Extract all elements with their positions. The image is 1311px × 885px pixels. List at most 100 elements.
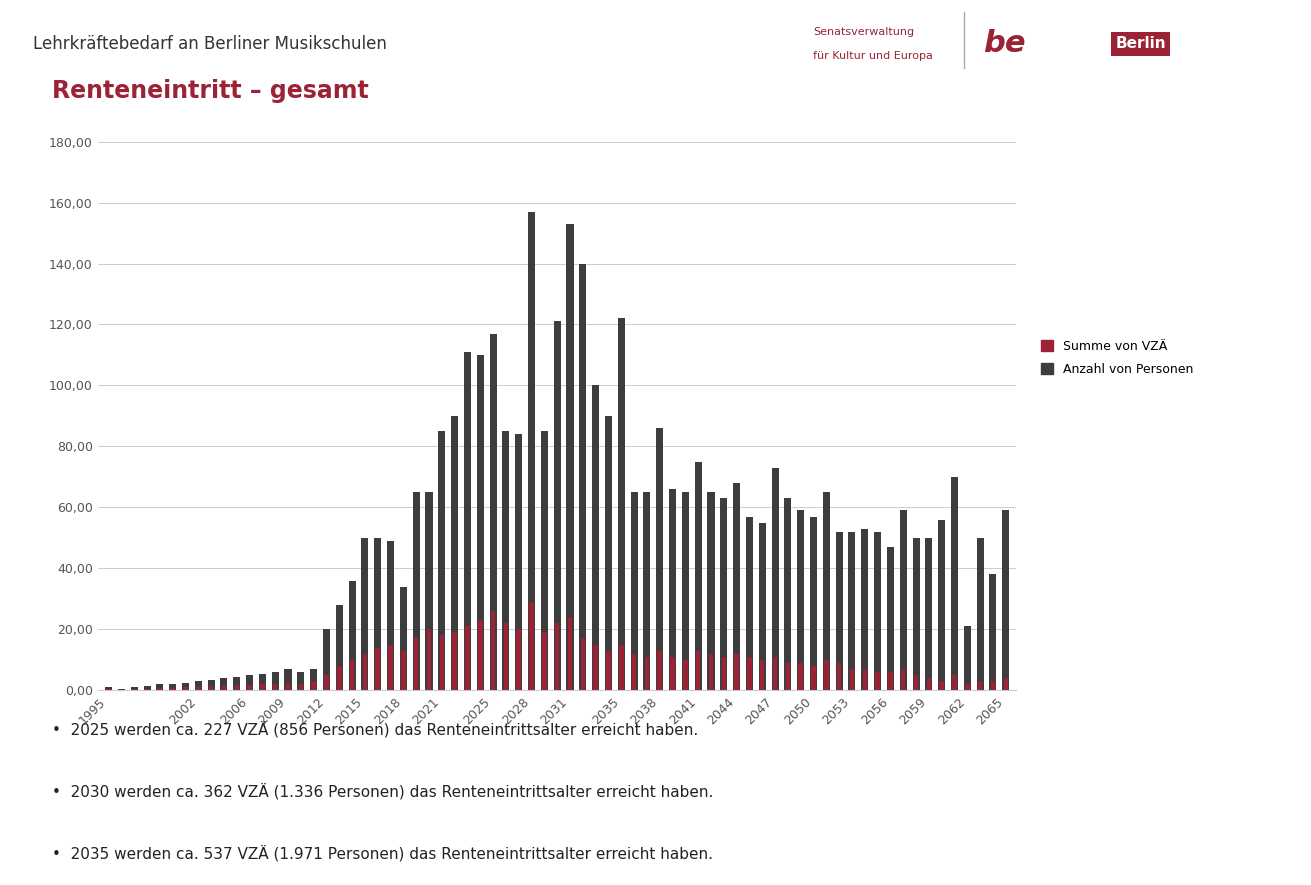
Bar (566, 224, 573, 690)
Bar (312, 681, 316, 690)
Bar (208, 687, 214, 690)
Bar (695, 462, 701, 690)
Bar (362, 538, 368, 690)
Bar (784, 498, 792, 690)
Bar (349, 581, 355, 690)
Bar (517, 629, 520, 690)
Bar (812, 666, 815, 690)
Bar (503, 623, 509, 690)
Bar (502, 431, 510, 690)
Bar (248, 685, 252, 690)
Bar (132, 689, 136, 690)
Bar (657, 428, 663, 690)
Bar (581, 638, 585, 690)
Bar (271, 672, 279, 690)
Bar (823, 492, 830, 690)
Bar (273, 683, 278, 690)
Bar (631, 492, 637, 690)
Bar (118, 689, 125, 690)
Bar (835, 532, 843, 690)
Bar (184, 688, 187, 690)
Bar (143, 686, 151, 690)
Bar (555, 623, 560, 690)
Bar (760, 660, 764, 690)
Bar (541, 431, 548, 690)
Bar (490, 611, 496, 690)
Bar (182, 682, 189, 690)
Bar (144, 689, 149, 690)
Bar (106, 689, 111, 690)
Bar (553, 321, 561, 690)
Bar (438, 431, 446, 690)
Bar (604, 416, 612, 690)
Bar (387, 541, 395, 690)
Text: Lehrkräftebedarf an Berliner Musikschulen: Lehrkräftebedarf an Berliner Musikschule… (33, 35, 387, 53)
Bar (888, 547, 894, 690)
Text: •  2025 werden ca. 227 VZÄ (856 Personen) das Renteneintrittsalter erreicht habe: • 2025 werden ca. 227 VZÄ (856 Personen)… (52, 721, 699, 738)
Bar (568, 617, 572, 690)
Bar (1003, 678, 1008, 690)
Bar (709, 654, 713, 690)
Bar (401, 650, 405, 690)
Bar (170, 689, 174, 690)
Text: •  2035 werden ca. 537 VZÄ (1.971 Personen) das Renteneintrittsalter erreicht ha: • 2035 werden ca. 537 VZÄ (1.971 Persone… (52, 845, 713, 862)
Text: für Kultur und Europa: für Kultur und Europa (813, 50, 932, 61)
Bar (850, 669, 855, 690)
Bar (286, 682, 290, 690)
Bar (439, 635, 444, 690)
Bar (426, 492, 433, 690)
Bar (772, 657, 777, 690)
Bar (721, 657, 726, 690)
Bar (772, 468, 779, 690)
Bar (233, 676, 240, 690)
Bar (246, 675, 253, 690)
Bar (400, 587, 406, 690)
Text: Senatsverwaltung: Senatsverwaltung (813, 27, 914, 37)
Bar (670, 657, 675, 690)
Bar (593, 386, 599, 690)
Bar (619, 644, 624, 690)
Bar (926, 538, 932, 690)
Bar (427, 629, 431, 690)
Bar (720, 498, 728, 690)
Bar (336, 605, 342, 690)
Bar (964, 627, 971, 690)
Bar (414, 638, 418, 690)
Bar (797, 511, 804, 690)
Text: •  2030 werden ca. 362 VZÄ (1.336 Personen) das Renteneintrittsalter erreicht ha: • 2030 werden ca. 362 VZÄ (1.336 Persone… (52, 783, 713, 800)
Text: be: be (983, 29, 1025, 58)
Bar (156, 684, 164, 690)
Bar (696, 650, 700, 690)
Bar (260, 684, 265, 690)
Bar (798, 663, 802, 690)
Bar (489, 334, 497, 690)
Bar (222, 686, 227, 690)
Bar (528, 212, 535, 690)
Bar (785, 663, 791, 690)
Bar (131, 688, 138, 690)
Bar (479, 620, 482, 690)
Bar (644, 492, 650, 690)
Bar (825, 660, 829, 690)
Bar (337, 666, 342, 690)
Bar (836, 663, 842, 690)
Bar (530, 602, 534, 690)
Bar (952, 675, 957, 690)
Bar (388, 644, 393, 690)
Bar (848, 532, 856, 690)
Bar (363, 654, 367, 690)
Bar (927, 678, 931, 690)
Bar (543, 633, 547, 690)
Bar (220, 678, 227, 690)
Bar (683, 660, 687, 690)
Bar (734, 654, 739, 690)
Bar (645, 657, 649, 690)
Bar (197, 687, 201, 690)
Bar (874, 532, 881, 690)
Bar (464, 352, 471, 690)
Bar (465, 627, 469, 690)
Bar (617, 319, 625, 690)
Bar (311, 669, 317, 690)
Bar (708, 492, 714, 690)
Bar (950, 477, 958, 690)
